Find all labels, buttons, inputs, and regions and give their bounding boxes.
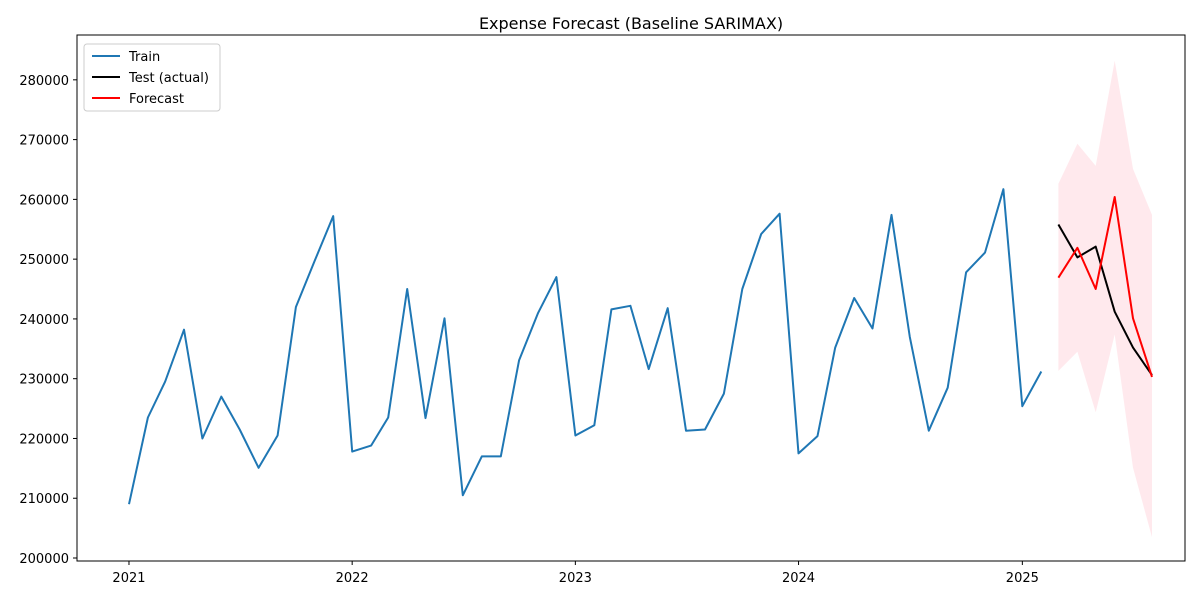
x-tick-label: 2024: [782, 571, 815, 586]
y-tick-label: 270000: [19, 134, 69, 149]
y-tick-label: 230000: [19, 373, 69, 388]
legend-label-test: Test (actual): [128, 71, 209, 86]
x-tick-label: 2021: [112, 571, 145, 586]
x-tick-label: 2022: [336, 571, 369, 586]
y-tick-label: 220000: [19, 432, 69, 447]
x-axis: 2021 2022 2023 2024 2025: [112, 561, 1039, 586]
series-line-train: [128, 188, 1043, 505]
legend: Train Test (actual) Forecast: [83, 43, 221, 112]
confidence-interval-layer: [1058, 60, 1152, 538]
y-tick-label: 240000: [19, 313, 69, 328]
x-tick-label: 2025: [1006, 571, 1039, 586]
legend-label-train: Train: [128, 50, 160, 65]
y-tick-label: 260000: [19, 193, 69, 208]
y-tick-label: 250000: [19, 253, 69, 268]
y-axis: 200000 210000 220000 230000 240000 250000 2600…: [19, 74, 77, 567]
y-tick-label: 280000: [19, 74, 69, 89]
y-tick-label: 210000: [19, 492, 69, 507]
x-tick-label: 2023: [559, 571, 592, 586]
series-line-forecast: [1057, 196, 1153, 378]
series-lines-layer: [128, 188, 1153, 505]
plot-frame: [76, 34, 1186, 562]
legend-label-forecast: Forecast: [129, 92, 184, 107]
legend-box: [83, 43, 221, 112]
forecast-confidence-band: [1058, 60, 1152, 538]
chart-title: Expense Forecast (Baseline SARIMAX): [479, 14, 783, 33]
y-tick-label: 200000: [19, 552, 69, 567]
